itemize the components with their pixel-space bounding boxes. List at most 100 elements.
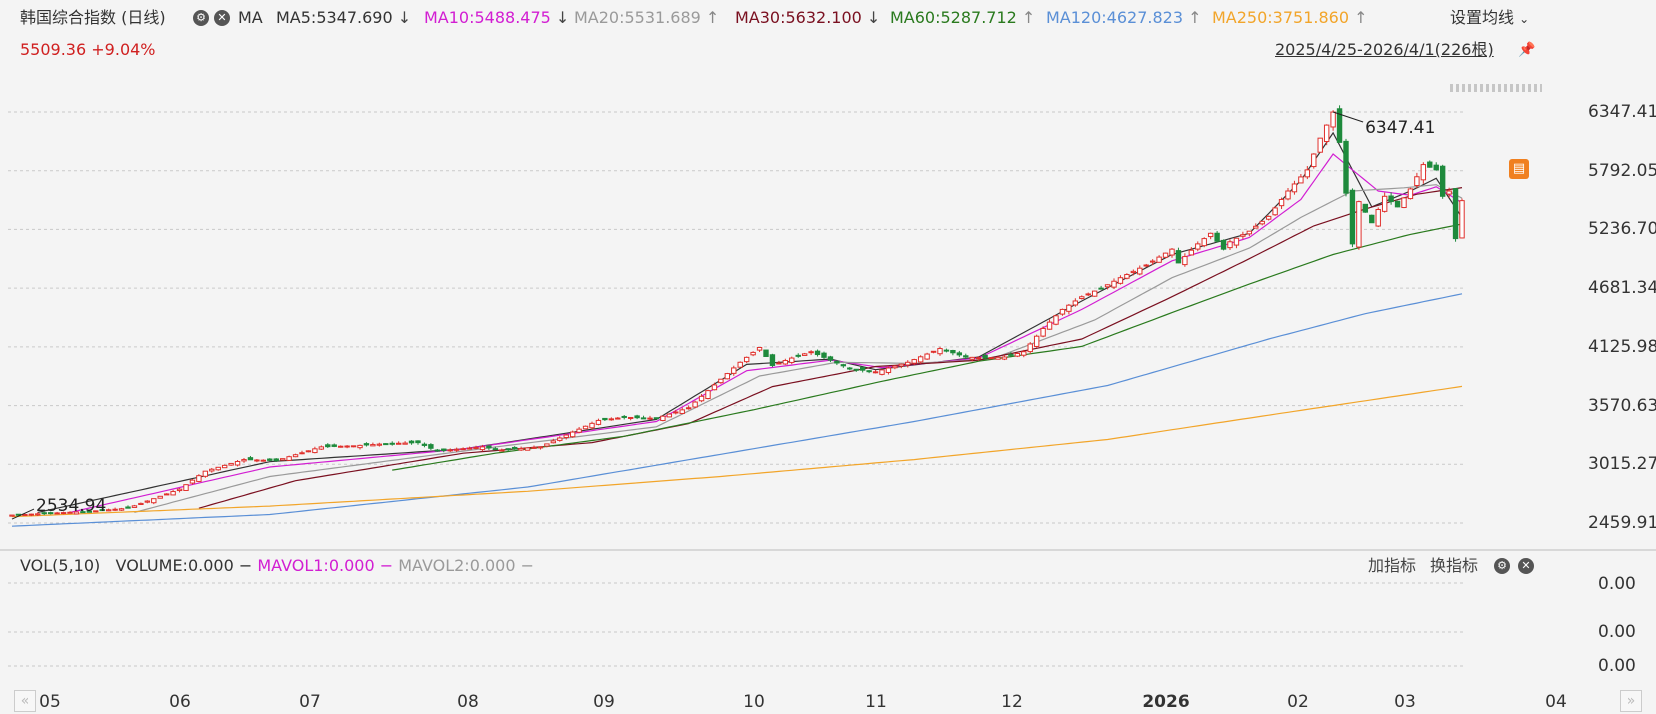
candle-body — [1278, 198, 1285, 207]
candle-body — [350, 445, 357, 448]
candle-body — [9, 514, 15, 517]
candle-body — [660, 415, 666, 421]
candle-body — [518, 447, 524, 451]
vol-label: VOL(5,10) — [20, 556, 101, 575]
candle-body — [1291, 183, 1298, 193]
candle-body — [1253, 225, 1259, 229]
candle-body — [975, 357, 982, 360]
ma-value-item: MA10:5488.475 ↓ — [424, 8, 569, 28]
max-arrow — [1332, 111, 1364, 123]
candle-body — [254, 459, 260, 462]
candle-body — [1446, 190, 1452, 195]
candle-body — [692, 401, 698, 408]
settings-ma-button[interactable]: 设置均线 ⌄ — [1450, 8, 1529, 29]
candle-body — [924, 353, 930, 360]
volume-value: VOLUME:0.000 — [115, 556, 234, 575]
candle-body — [234, 460, 241, 466]
x-tick-label: 07 — [299, 692, 321, 712]
candle-body — [292, 454, 299, 458]
candle-body — [170, 491, 176, 496]
candle-body — [615, 417, 621, 420]
candle-body — [937, 348, 943, 355]
ma-line-ma5 — [37, 131, 1463, 513]
candle-body — [1285, 190, 1291, 200]
candle-body — [705, 390, 711, 400]
candle-body — [550, 440, 557, 444]
candle-body — [627, 416, 634, 419]
candle-body — [595, 419, 602, 425]
ma-value-label: MA250:3751.860 — [1212, 8, 1350, 27]
range-label[interactable]: 2025/4/25-2026/4/1(226根) — [1275, 40, 1494, 59]
mavol2-value: MAVOL2:0.000 — [398, 556, 516, 575]
y-tick-label: 3570.63 — [1588, 395, 1656, 416]
candle-body — [866, 370, 872, 373]
ma-line-ma250 — [11, 385, 1463, 518]
candle-body — [950, 349, 956, 354]
candle-body — [776, 362, 782, 365]
candle-body — [782, 360, 789, 365]
candle-body — [582, 425, 589, 430]
candle-body — [995, 356, 1001, 360]
candle-body — [1420, 164, 1427, 181]
candle-body — [267, 458, 273, 461]
candle-body — [1111, 280, 1117, 288]
ma-value-item: MA30:5632.100 ↓ — [735, 8, 880, 28]
candle-body — [1207, 232, 1214, 238]
nav-left-icon[interactable]: « — [14, 690, 36, 712]
close-icon[interactable]: ✕ — [1518, 558, 1534, 574]
candle-body — [769, 354, 776, 366]
candle-body — [183, 484, 189, 491]
x-tick-label: 03 — [1394, 692, 1416, 712]
close-icon[interactable]: ✕ — [214, 10, 230, 26]
candle-body — [1407, 188, 1414, 200]
candle-body — [499, 449, 505, 452]
settings-ma-label: 设置均线 — [1450, 8, 1515, 27]
candle-body — [808, 351, 814, 354]
candle-body — [157, 495, 163, 499]
note-icon[interactable]: ▤ — [1509, 159, 1529, 179]
candle-body — [1124, 274, 1130, 279]
gear-icon[interactable]: ⚙ — [1494, 558, 1510, 574]
candle-body — [1381, 195, 1388, 212]
candle-body — [112, 508, 118, 511]
ma-trend-arrow-icon: ↓ — [550, 8, 570, 27]
candle-body — [524, 447, 531, 451]
last-price: 5509.36 +9.04% — [20, 40, 156, 60]
candle-body — [35, 513, 41, 516]
candle-body — [1265, 215, 1272, 220]
switch-indicator-button[interactable]: 换指标 — [1430, 556, 1479, 575]
candle-body — [1195, 243, 1201, 250]
candle-body — [834, 360, 840, 364]
candle-body — [54, 512, 60, 515]
nav-right-icon[interactable]: » — [1620, 690, 1642, 712]
candle-body — [608, 418, 615, 421]
candle-body — [1059, 308, 1066, 315]
candle-body — [1298, 176, 1304, 184]
candle-body — [827, 356, 834, 361]
candle-body — [1149, 260, 1156, 263]
candle-body — [1143, 264, 1149, 267]
x-tick-label: 06 — [169, 692, 191, 712]
candle-body — [466, 447, 473, 450]
pin-icon[interactable]: 📌 — [1518, 42, 1536, 58]
candle-body — [337, 445, 344, 448]
candle-body — [1201, 238, 1207, 247]
candle-body — [1317, 137, 1323, 153]
candle-body — [163, 493, 170, 496]
ma-line-ma30 — [198, 187, 1463, 509]
ma-value-item: MA5:5347.690 ↓ — [276, 8, 411, 28]
candle-body — [1001, 356, 1008, 360]
chart-title: 韩国综合指数 (日线) — [20, 8, 166, 27]
change-percent: +9.04% — [91, 40, 156, 59]
gear-icon[interactable]: ⚙ — [193, 10, 209, 26]
candle-body — [1104, 284, 1111, 288]
candle-body — [1272, 207, 1278, 216]
candle-body — [41, 512, 47, 515]
candle-body — [905, 361, 911, 366]
candle-body — [911, 359, 917, 364]
candle-body — [460, 448, 466, 451]
add-indicator-button[interactable]: 加指标 — [1368, 556, 1417, 575]
candle-body — [1375, 209, 1381, 227]
ma-value-label: MA120:4627.823 — [1046, 8, 1184, 27]
